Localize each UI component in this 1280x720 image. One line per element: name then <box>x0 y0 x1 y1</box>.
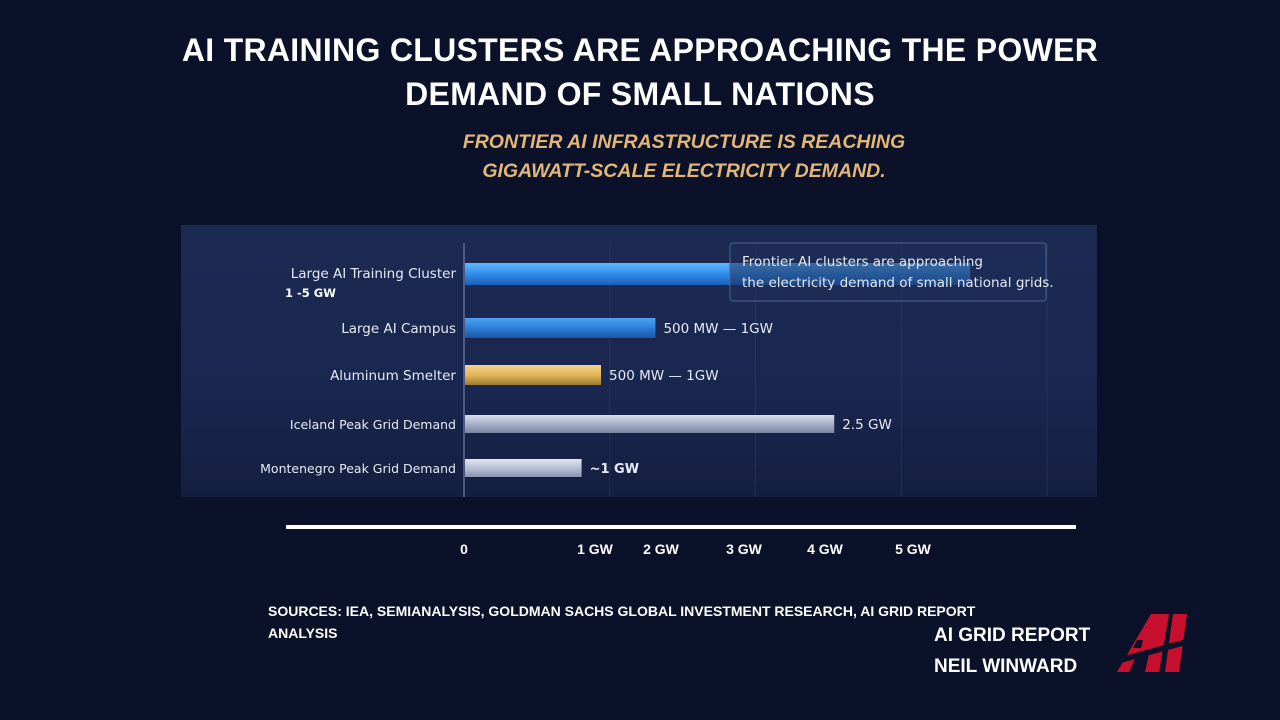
subtitle-line-1: FRONTIER AI INFRASTRUCTURE IS REACHING <box>462 131 906 153</box>
chart-annotation: Frontier AI clusters are approaching the… <box>729 242 1054 302</box>
category-label: Iceland Peak Grid Demand <box>290 417 456 432</box>
logo-a-shape <box>1117 614 1169 672</box>
x-tick-label: 0 <box>460 541 468 557</box>
data-label: 500 MW — 1GW <box>609 368 719 384</box>
x-tick-label: 5 GW <box>895 541 931 557</box>
data-label: 2.5 GW <box>842 417 892 433</box>
annotation-line-2: the electricity demand of small national… <box>742 275 1054 291</box>
x-tick-label: 3 GW <box>726 541 762 557</box>
category-label: Aluminum Smelter <box>330 368 456 384</box>
data-label: ~1 GW <box>590 462 639 477</box>
brand-block: AI GRID REPORT NEIL WINWARD <box>934 620 1090 682</box>
bar-2 <box>465 365 602 385</box>
bar-4 <box>465 459 582 477</box>
brand-author: NEIL WINWARD <box>934 656 1078 677</box>
title-line-1: AI TRAINING CLUSTERS ARE APPROACHING THE… <box>181 32 1099 68</box>
ai-logo <box>1117 614 1197 672</box>
category-label: Large AI Training Cluster <box>291 266 457 282</box>
logo-swoosh <box>1117 636 1197 664</box>
title-line-2: DEMAND OF SMALL NATIONS <box>405 76 875 112</box>
annotation-box <box>729 242 1047 302</box>
bar-1 <box>465 318 656 338</box>
category-label: Large AI Campus <box>341 321 456 337</box>
chart-panel: Large AI Training Cluster 1 -5 GW Large AI… <box>181 225 1097 497</box>
page-title: AI TRAINING CLUSTERS ARE APPROACHING THE… <box>0 28 1280 116</box>
brand-title: AI GRID REPORT <box>934 625 1091 646</box>
category-label: Montenegro Peak Grid Demand <box>260 461 456 476</box>
bar-chart: Large AI Training Cluster 1 -5 GW Large AI… <box>260 242 1054 497</box>
annotation-line-1: Frontier AI clusters are approaching <box>742 254 983 270</box>
subtitle-line-2: GIGAWATT-SCALE ELECTRICITY DEMAND. <box>482 160 886 182</box>
logo-a-counter <box>1133 640 1143 648</box>
sources-note: SOURCES: IEA, SEMIANALYSIS, GOLDMAN SACH… <box>268 603 976 641</box>
page-subtitle: FRONTIER AI INFRASTRUCTURE IS REACHING G… <box>384 128 984 186</box>
x-tick-label: 4 GW <box>807 541 843 557</box>
x-axis-line <box>286 525 1076 529</box>
x-tick-label: 1 GW <box>577 541 613 557</box>
data-label: 500 MW — 1GW <box>663 321 773 337</box>
x-tick-label: 2 GW <box>643 541 679 557</box>
bar-3 <box>465 415 835 433</box>
category-sublabel: 1 -5 GW <box>285 286 336 300</box>
